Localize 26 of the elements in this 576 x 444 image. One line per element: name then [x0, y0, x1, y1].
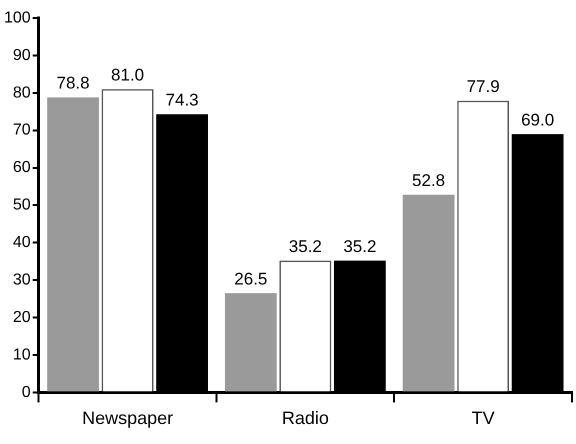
data-label: 35.2: [343, 236, 376, 256]
x-tick-label: Newspaper: [82, 408, 174, 428]
y-tick-label: 70: [12, 122, 31, 139]
data-label: 52.8: [412, 170, 446, 190]
bar: [224, 293, 277, 392]
y-tick-label: 30: [12, 271, 31, 288]
y-tick-label: 0: [22, 384, 31, 401]
y-tick-label: 80: [12, 84, 31, 102]
y-tick-label: 40: [12, 234, 31, 252]
data-label: 26.5: [234, 269, 268, 288]
y-tick-label: 100: [4, 9, 31, 26]
y-tick-label: 60: [12, 159, 31, 176]
x-tick-label: TV: [472, 408, 495, 428]
data-label: 69.0: [521, 110, 554, 130]
x-tick-label: Radio: [282, 408, 329, 428]
bar: [47, 97, 99, 392]
y-tick-label: 50: [12, 196, 31, 214]
bar: [402, 194, 454, 392]
y-tick-label: 10: [12, 346, 31, 364]
data-label: 35.2: [288, 236, 322, 256]
data-label: 77.9: [466, 76, 500, 96]
y-tick-label: 90: [12, 46, 31, 64]
data-label: 78.8: [56, 74, 90, 93]
data-label: 74.3: [166, 90, 199, 110]
data-label: 81.0: [111, 65, 144, 84]
y-tick-label: 20: [12, 308, 31, 326]
